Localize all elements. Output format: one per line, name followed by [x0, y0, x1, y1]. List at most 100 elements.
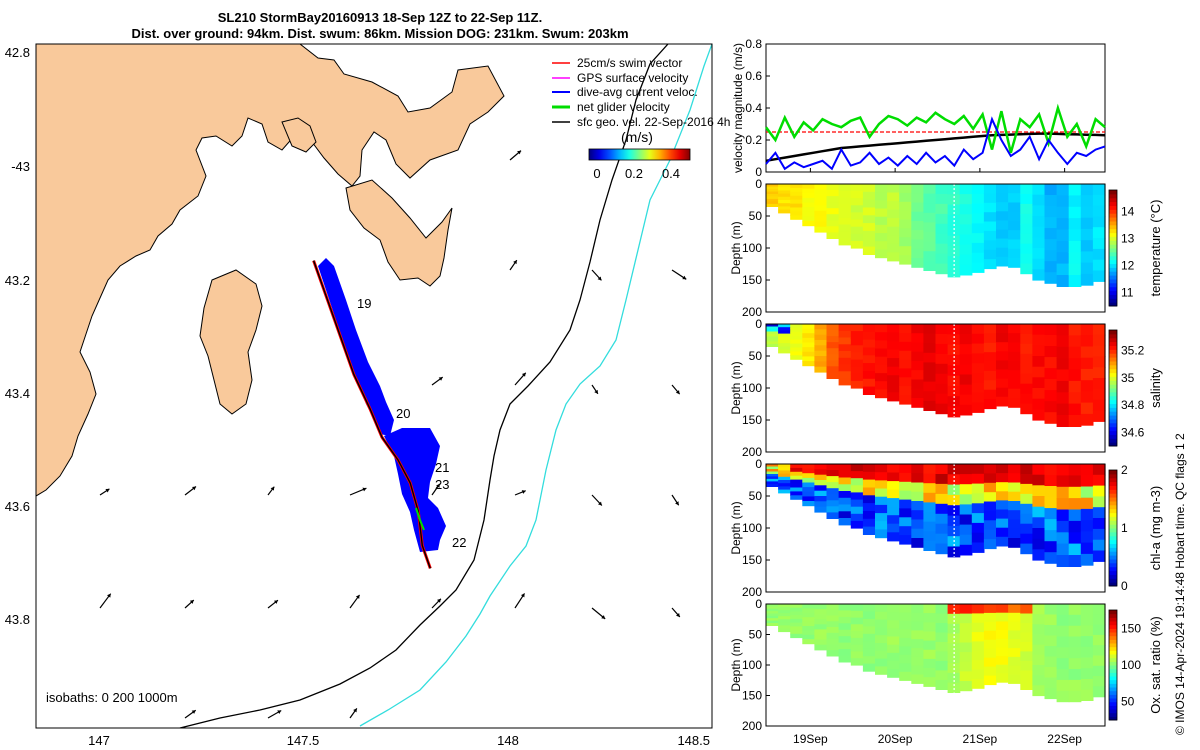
oxygen-cell: [875, 619, 888, 628]
chl-a-cell: [887, 498, 900, 508]
salinity-cell: [802, 351, 815, 357]
salinity-cell: [790, 339, 803, 345]
oxygen-cell: [923, 658, 937, 669]
salinity-cell: [996, 369, 1009, 380]
oxygen-cell: [887, 636, 900, 646]
chl-a-cbar-step: [1109, 566, 1117, 572]
oxygen-cell: [959, 681, 973, 692]
chl-a-cell: [887, 523, 900, 533]
temperature-cell: [838, 190, 852, 199]
chl-a-cbar-step: [1109, 551, 1117, 556]
temperature-cbar-step: [1109, 209, 1117, 214]
oxygen-cell: [899, 646, 912, 656]
temperature-cell: [923, 203, 937, 214]
salinity-cbar-step: [1109, 330, 1117, 335]
salinity-cell: [1032, 334, 1046, 346]
oxygen-cell: [850, 651, 864, 659]
salinity-cell: [1068, 403, 1082, 416]
temperature-cbar-step: [1109, 217, 1117, 222]
chl-a-cell: [826, 506, 840, 513]
oxygen-cell: [802, 626, 815, 631]
salinity-cell: [1092, 399, 1106, 412]
oxygen-cell: [899, 637, 912, 647]
oxygen-cell: [862, 663, 876, 672]
oxygen-cell: [996, 656, 1009, 666]
temperature-cell: [875, 184, 888, 193]
chl-a-cbar-step: [1109, 531, 1117, 537]
map-xtick-147-5: 147.5: [287, 733, 320, 748]
temperature-cell: [1008, 184, 1021, 194]
oxygen-cell: [1092, 604, 1106, 615]
velocity-ytick-label: 0.4: [745, 101, 762, 115]
chl-a-ytick-label: 200: [742, 585, 762, 599]
chl-a-cell: [923, 540, 937, 551]
temperature-cbar-tick-label: 11: [1121, 286, 1134, 300]
chl-a-cell: [1008, 519, 1021, 530]
salinity-cell: [887, 375, 900, 385]
salinity-cell: [790, 335, 803, 341]
chl-a-cell: [971, 483, 985, 494]
chl-a-cell: [899, 508, 912, 518]
temperature-cell: [983, 259, 997, 270]
oxygen-cbar-step: [1109, 709, 1117, 714]
temperature-cell: [1056, 206, 1070, 219]
salinity-cell: [838, 364, 852, 372]
temperature-cell: [1068, 184, 1082, 196]
salinity-cell: [971, 343, 985, 354]
temperature-cell: [983, 249, 997, 260]
chl-a-cell: [923, 483, 937, 494]
chl-a-cell: [1092, 507, 1106, 519]
temperature-cell: [826, 232, 840, 239]
salinity-cell: [971, 392, 985, 404]
oxygen-cell: [790, 630, 803, 635]
chl-a-cell: [959, 464, 973, 475]
chl-a-cell: [838, 504, 852, 512]
oxygen-cbar-step: [1109, 716, 1117, 721]
map-cbar-tick-0: 0: [593, 166, 600, 181]
salinity-cell: [814, 361, 828, 368]
oxygen-cell: [1020, 670, 1033, 681]
salinity-cell: [875, 348, 888, 358]
chl-a-cell: [1044, 486, 1058, 498]
land-north-island: [281, 117, 317, 153]
oxygen-cell: [1032, 675, 1046, 686]
map-ytick-43-8: 43.8: [5, 612, 30, 627]
temperature-cell: [996, 193, 1009, 203]
chl-a-cell: [1056, 509, 1070, 522]
temperature-cell: [1080, 184, 1094, 196]
chl-a-cell: [996, 536, 1009, 547]
oxygen-cbar-step: [1109, 613, 1117, 618]
chl-a-cell: [1008, 464, 1021, 474]
chl-a-cell: [899, 490, 912, 501]
chl-a-cell: [778, 467, 791, 471]
chl-a-cell: [887, 532, 900, 542]
salinity-cell: [1056, 369, 1070, 382]
salinity-cbar-step: [1109, 376, 1117, 381]
salinity-cell: [971, 373, 985, 384]
velocity-series-line: [765, 116, 1106, 171]
chl-a-cell: [1080, 475, 1094, 487]
oxygen-cell: [826, 627, 840, 634]
chl-a-cell: [814, 464, 828, 470]
salinity-cell: [1068, 415, 1082, 427]
chl-a-cell: [1044, 541, 1058, 553]
salinity-cell: [1020, 383, 1033, 395]
chl-a-cell: [862, 518, 876, 528]
oxygen-cbar-step: [1109, 643, 1117, 648]
salinity-cell: [899, 395, 912, 405]
temperature-cbar-step: [1109, 267, 1117, 272]
chl-a-cbar-step: [1109, 493, 1117, 498]
temperature-cell: [996, 211, 1009, 221]
salinity-cell: [826, 354, 840, 361]
oxygen-cell: [790, 618, 803, 624]
temperature-cell: [1032, 237, 1046, 249]
temperature-cell: [1092, 227, 1106, 239]
chl-a-cell: [996, 518, 1009, 529]
temperature-cbar-step: [1109, 240, 1117, 245]
salinity-cell: [923, 352, 937, 363]
salinity-cell: [1080, 413, 1094, 426]
oxygen-cell: [838, 610, 852, 618]
chl-a-cell: [862, 464, 876, 473]
temperature-cell: [1020, 253, 1033, 265]
chl-a-cell: [778, 480, 791, 484]
